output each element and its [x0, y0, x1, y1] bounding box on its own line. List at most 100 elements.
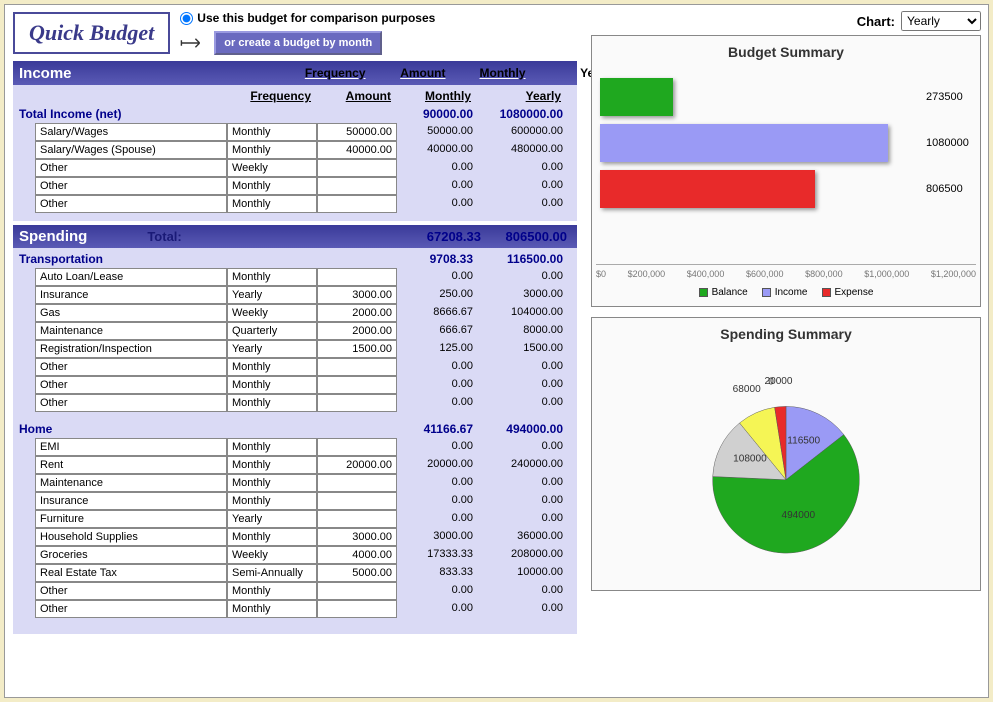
item-yearly: 104000.00: [477, 304, 567, 322]
item-name[interactable]: Other: [35, 195, 227, 213]
item-name[interactable]: Other: [35, 177, 227, 195]
item-name[interactable]: Registration/Inspection: [35, 340, 227, 358]
item-amount[interactable]: 1500.00: [317, 340, 397, 358]
item-amount[interactable]: 4000.00: [317, 546, 397, 564]
item-name[interactable]: Real Estate Tax: [35, 564, 227, 582]
legend-item: Income: [762, 287, 808, 298]
item-yearly: 600000.00: [477, 123, 567, 141]
item-monthly: 0.00: [397, 268, 477, 286]
item-yearly: 0.00: [477, 474, 567, 492]
item-amount[interactable]: [317, 510, 397, 528]
item-frequency[interactable]: Monthly: [227, 177, 317, 195]
item-name[interactable]: Maintenance: [35, 322, 227, 340]
item-monthly: 50000.00: [397, 123, 477, 141]
item-frequency[interactable]: Monthly: [227, 582, 317, 600]
income-total-row: Total Income (net) 90000.00 1080000.00: [17, 105, 573, 123]
item-amount[interactable]: 3000.00: [317, 528, 397, 546]
item-amount[interactable]: [317, 394, 397, 412]
item-amount[interactable]: [317, 492, 397, 510]
item-frequency[interactable]: Weekly: [227, 304, 317, 322]
item-amount[interactable]: [317, 195, 397, 213]
item-amount[interactable]: 2000.00: [317, 304, 397, 322]
item-amount[interactable]: 50000.00: [317, 123, 397, 141]
table-row: Other Monthly 0.00 0.00: [17, 358, 573, 376]
item-frequency[interactable]: Monthly: [227, 600, 317, 618]
item-amount[interactable]: [317, 358, 397, 376]
item-frequency[interactable]: Yearly: [227, 340, 317, 358]
item-frequency[interactable]: Yearly: [227, 510, 317, 528]
item-amount[interactable]: [317, 268, 397, 286]
table-row: Insurance Monthly 0.00 0.00: [17, 492, 573, 510]
item-name[interactable]: Other: [35, 582, 227, 600]
item-name[interactable]: Furniture: [35, 510, 227, 528]
item-name[interactable]: Other: [35, 358, 227, 376]
item-monthly: 0.00: [397, 394, 477, 412]
item-amount[interactable]: [317, 474, 397, 492]
chart-period-select[interactable]: Yearly: [901, 11, 981, 31]
item-name[interactable]: Auto Loan/Lease: [35, 268, 227, 286]
item-name[interactable]: Household Supplies: [35, 528, 227, 546]
item-name[interactable]: Insurance: [35, 492, 227, 510]
budget-chart-title: Budget Summary: [596, 40, 976, 64]
item-frequency[interactable]: Monthly: [227, 376, 317, 394]
item-amount[interactable]: [317, 600, 397, 618]
category-row: Transportation9708.33116500.00: [17, 250, 573, 268]
item-yearly: 0.00: [477, 195, 567, 213]
item-amount[interactable]: [317, 177, 397, 195]
item-frequency[interactable]: Monthly: [227, 528, 317, 546]
item-name[interactable]: Insurance: [35, 286, 227, 304]
item-frequency[interactable]: Weekly: [227, 159, 317, 177]
item-monthly: 8666.67: [397, 304, 477, 322]
item-name[interactable]: Other: [35, 159, 227, 177]
item-amount[interactable]: [317, 582, 397, 600]
item-name[interactable]: Groceries: [35, 546, 227, 564]
create-monthly-button[interactable]: or create a budget by month: [214, 31, 382, 55]
item-frequency[interactable]: Monthly: [227, 492, 317, 510]
item-monthly: 0.00: [397, 195, 477, 213]
comparison-radio-label: Use this budget for comparison purposes: [197, 11, 435, 25]
item-frequency[interactable]: Monthly: [227, 141, 317, 159]
item-amount[interactable]: 20000.00: [317, 456, 397, 474]
table-row: EMI Monthly 0.00 0.00: [17, 438, 573, 456]
item-amount[interactable]: 3000.00: [317, 286, 397, 304]
item-name[interactable]: Other: [35, 394, 227, 412]
item-frequency[interactable]: Monthly: [227, 438, 317, 456]
item-name[interactable]: Salary/Wages: [35, 123, 227, 141]
item-frequency[interactable]: Monthly: [227, 268, 317, 286]
table-row: Rent Monthly 20000.00 20000.00 240000.00: [17, 456, 573, 474]
item-frequency[interactable]: Monthly: [227, 394, 317, 412]
col-yearly: Yearly: [477, 89, 567, 103]
table-row: Maintenance Monthly 0.00 0.00: [17, 474, 573, 492]
item-frequency[interactable]: Monthly: [227, 195, 317, 213]
item-name[interactable]: Other: [35, 600, 227, 618]
item-frequency[interactable]: Yearly: [227, 286, 317, 304]
item-name[interactable]: Other: [35, 376, 227, 394]
table-row: Real Estate Tax Semi-Annually 5000.00 83…: [17, 564, 573, 582]
item-name[interactable]: Gas: [35, 304, 227, 322]
pie-label: 20000: [764, 376, 792, 387]
item-yearly: 0.00: [477, 177, 567, 195]
item-name[interactable]: EMI: [35, 438, 227, 456]
table-row: Auto Loan/Lease Monthly 0.00 0.00: [17, 268, 573, 286]
item-frequency[interactable]: Monthly: [227, 474, 317, 492]
category-row: Home41166.67494000.00: [17, 420, 573, 438]
item-frequency[interactable]: Monthly: [227, 358, 317, 376]
item-frequency[interactable]: Monthly: [227, 456, 317, 474]
item-amount[interactable]: [317, 159, 397, 177]
item-amount[interactable]: 2000.00: [317, 322, 397, 340]
item-frequency[interactable]: Monthly: [227, 123, 317, 141]
item-name[interactable]: Maintenance: [35, 474, 227, 492]
item-amount[interactable]: 40000.00: [317, 141, 397, 159]
item-frequency[interactable]: Quarterly: [227, 322, 317, 340]
item-frequency[interactable]: Weekly: [227, 546, 317, 564]
item-name[interactable]: Salary/Wages (Spouse): [35, 141, 227, 159]
item-amount[interactable]: [317, 438, 397, 456]
right-panel: Chart: Yearly Budget Summary 27350010800…: [585, 5, 987, 697]
item-yearly: 8000.00: [477, 322, 567, 340]
item-frequency[interactable]: Semi-Annually: [227, 564, 317, 582]
item-amount[interactable]: [317, 376, 397, 394]
item-amount[interactable]: 5000.00: [317, 564, 397, 582]
comparison-radio[interactable]: [180, 12, 193, 25]
item-monthly: 0.00: [397, 582, 477, 600]
item-name[interactable]: Rent: [35, 456, 227, 474]
